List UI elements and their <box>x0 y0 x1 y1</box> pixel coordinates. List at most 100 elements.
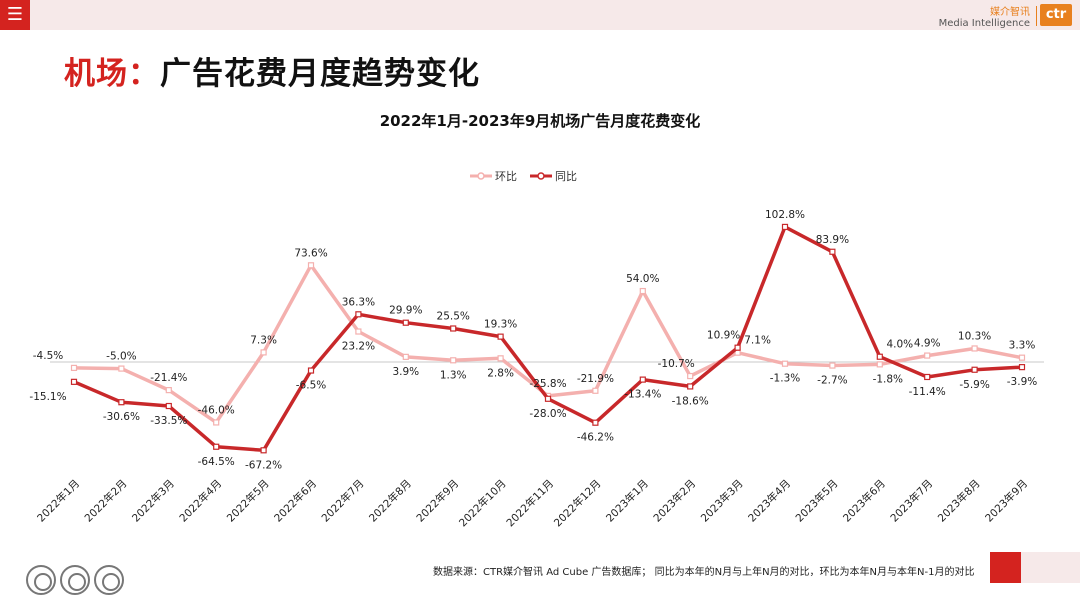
data-point-mom <box>592 387 599 394</box>
data-point-mom <box>924 352 931 359</box>
data-label: -11.4% <box>909 386 946 398</box>
data-label: 102.8% <box>765 209 805 221</box>
x-tick-label: 2022年9月 <box>414 477 462 525</box>
x-tick-label: 2022年7月 <box>319 477 367 525</box>
data-point-mom <box>876 361 883 368</box>
x-tick-label: 2022年4月 <box>177 477 225 525</box>
sgs-cert-icon <box>94 565 124 595</box>
x-tick-label: 2023年1月 <box>603 477 651 525</box>
data-point-yoy <box>781 223 789 231</box>
top-bar <box>0 0 1080 30</box>
sgs-cert-icon <box>26 565 56 595</box>
data-label: -67.2% <box>245 459 282 471</box>
data-point-mom <box>355 328 362 335</box>
legend-label-mom: 环比 <box>495 170 517 183</box>
data-point-mom <box>687 372 694 380</box>
legend-marker-mom <box>477 172 485 180</box>
data-point-mom <box>307 262 315 269</box>
data-label: 7.1% <box>744 335 771 347</box>
chart-data-labels: -4.5% -5.0% -21.4% -46.0% 7.3% 73.6% 23.2% 3.9%… <box>29 209 1037 471</box>
data-point-mom <box>781 360 789 367</box>
footer-accent-block <box>990 552 1021 583</box>
x-tick-label: 2022年5月 <box>224 477 272 525</box>
data-point-yoy <box>118 399 125 406</box>
data-label: 29.9% <box>389 305 422 317</box>
data-label: -3.9% <box>1007 376 1037 388</box>
data-label: 19.3% <box>484 319 517 331</box>
footer-source-note: 数据来源：CTR媒介智讯 Ad Cube 广告数据库； 同比为本年的N月与上年N… <box>433 567 975 578</box>
x-tick-label: 2023年9月 <box>982 477 1030 525</box>
data-point-mom <box>1018 354 1026 361</box>
data-label: -21.4% <box>150 372 187 384</box>
data-label: -10.7% <box>658 358 695 370</box>
x-tick-label: 2023年7月 <box>888 477 936 525</box>
data-label: 7.3% <box>250 334 277 346</box>
data-label: -21.9% <box>577 373 614 385</box>
data-point-yoy <box>70 378 78 385</box>
data-label: 3.3% <box>1009 340 1036 352</box>
data-point-mom <box>260 349 267 356</box>
data-point-yoy <box>1018 364 1026 371</box>
data-point-mom <box>213 419 220 426</box>
data-point-mom <box>639 287 646 295</box>
data-label: 1.3% <box>440 369 467 381</box>
data-point-yoy <box>592 419 599 426</box>
data-label: -64.5% <box>198 456 235 468</box>
data-label: -6.5% <box>296 380 326 392</box>
hamburger-menu-icon[interactable]: ☰ <box>0 0 30 30</box>
data-label: 25.5% <box>437 310 470 322</box>
data-label: -5.9% <box>959 379 989 391</box>
data-point-yoy <box>687 383 694 390</box>
data-label: -28.0% <box>529 408 566 420</box>
x-tick-label: 2022年10月 <box>456 477 508 529</box>
legend-marker-yoy <box>537 172 545 180</box>
data-label: 36.3% <box>342 296 375 308</box>
data-point-mom <box>497 355 504 362</box>
x-tick-label: 2023年3月 <box>698 477 746 525</box>
data-label: -1.3% <box>770 373 800 385</box>
x-tick-label: 2022年6月 <box>271 477 319 525</box>
data-label: 4.9% <box>914 338 941 350</box>
legend-label-yoy: 同比 <box>555 170 577 183</box>
chart-series <box>70 223 1026 454</box>
data-label: -1.8% <box>873 373 903 385</box>
footer-pink-block <box>1021 552 1080 583</box>
data-point-yoy <box>307 367 315 374</box>
data-label: 10.3% <box>958 330 991 342</box>
data-point-yoy <box>639 376 646 383</box>
data-label: 23.2% <box>342 341 375 353</box>
data-label: -5.0% <box>106 351 136 363</box>
data-label: -18.6% <box>672 395 709 407</box>
data-point-mom <box>450 357 457 364</box>
brand-divider <box>1036 6 1037 26</box>
chart-legend: 环比 同比 <box>470 170 577 183</box>
x-tick-label: 2023年6月 <box>840 477 888 525</box>
data-label: 73.6% <box>294 247 327 259</box>
chart-x-tick-labels: 2022年1月 2022年2月 2022年3月 2022年4月 2022年5月 2022年… <box>34 477 1030 529</box>
x-tick-label: 2022年1月 <box>34 477 82 525</box>
data-label: -15.1% <box>29 391 66 403</box>
page-title-prefix: 机场： <box>64 56 160 92</box>
data-label: -33.5% <box>150 415 187 427</box>
data-label: -4.5% <box>33 350 63 362</box>
sgs-cert-icon <box>60 565 90 595</box>
brand-text: 媒介智讯 Media Intelligence <box>939 7 1030 29</box>
brand-en: Media Intelligence <box>938 18 1030 29</box>
x-tick-label: 2023年8月 <box>935 477 983 525</box>
x-tick-label: 2023年5月 <box>793 477 841 525</box>
data-point-mom <box>829 362 836 369</box>
x-tick-label: 2023年4月 <box>745 477 793 525</box>
x-tick-label: 2022年2月 <box>82 477 130 525</box>
line-chart: 环比 同比 -4.5% -5.0% -21.4% -46.0% 7.3% 73.6% 23.2… <box>29 170 1044 529</box>
data-point-yoy <box>450 325 457 332</box>
data-point-mom <box>118 365 125 372</box>
data-label: 54.0% <box>626 273 659 285</box>
chart-title: 2022年1月-2023年9月机场广告月度花费变化 <box>379 112 701 130</box>
data-point-mom <box>165 387 172 394</box>
data-label: -46.0% <box>198 404 235 416</box>
data-label: -25.8% <box>529 378 566 390</box>
data-label: 2.8% <box>487 367 514 379</box>
data-label: 3.9% <box>392 366 419 378</box>
data-point-yoy <box>402 319 409 326</box>
data-point-yoy <box>971 366 978 373</box>
